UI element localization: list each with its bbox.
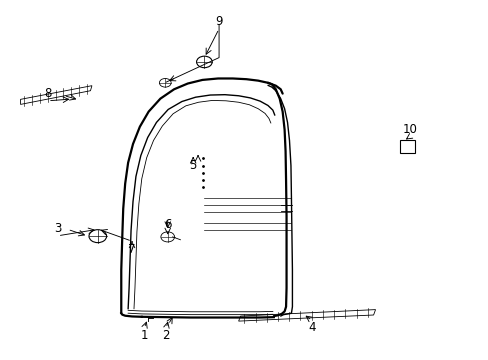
Text: 1: 1 [140,329,148,342]
Text: 5: 5 [189,159,197,172]
Text: 2: 2 [162,329,170,342]
Text: 10: 10 [402,123,416,136]
Text: 3: 3 [54,222,61,235]
Text: 9: 9 [215,15,223,28]
Text: 8: 8 [44,87,52,100]
Bar [399,140,414,153]
Text: 4: 4 [307,321,315,334]
Text: 6: 6 [163,219,171,231]
Text: 7: 7 [128,243,136,256]
